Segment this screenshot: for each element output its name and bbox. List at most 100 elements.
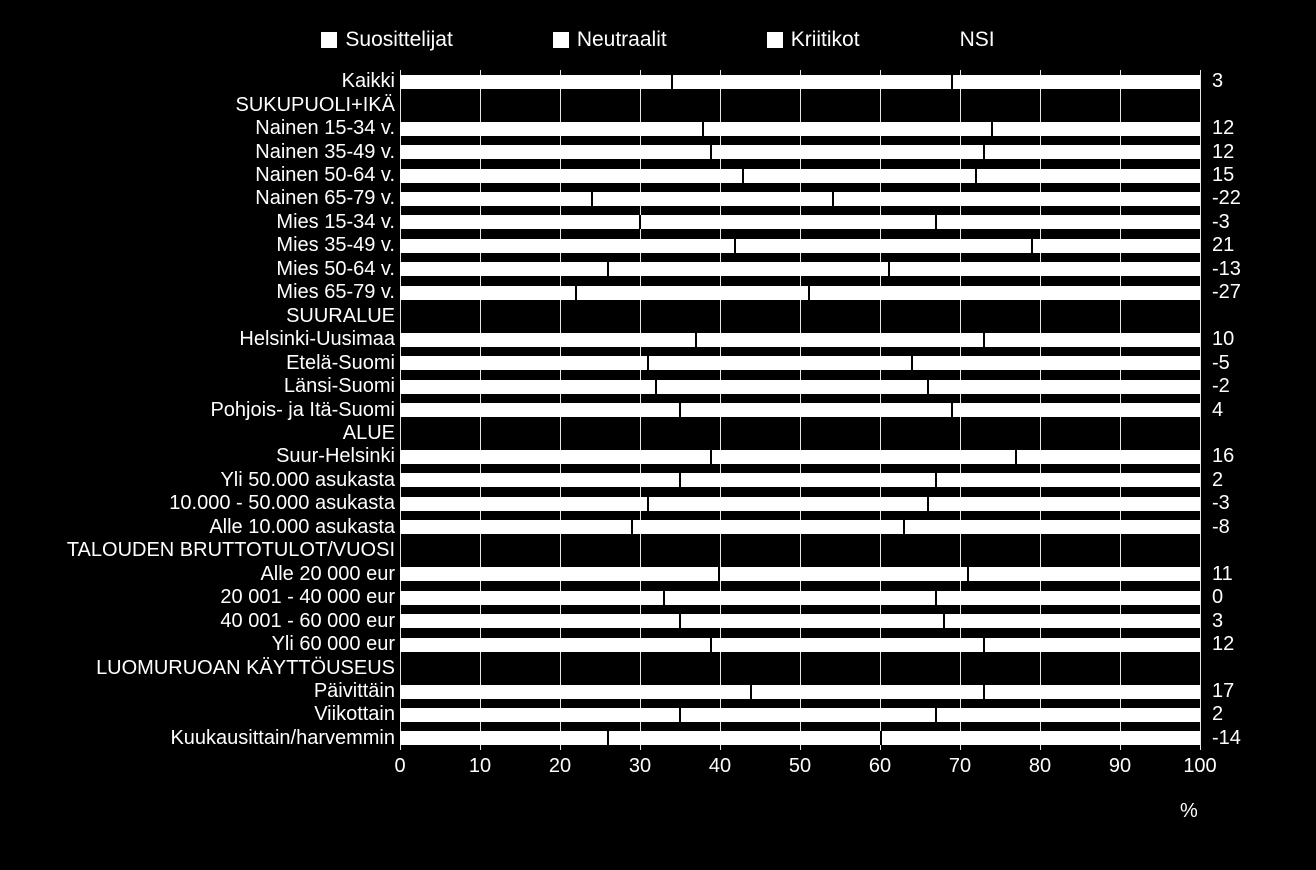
bar-track (400, 567, 1200, 581)
row-label: 20 001 - 40 000 eur (0, 586, 400, 609)
row-label: Pohjois- ja Itä-Suomi (0, 399, 400, 422)
row-label: Mies 65-79 v. (0, 281, 400, 304)
bar-segment (983, 333, 1200, 347)
nsi-value: -2 (1200, 375, 1292, 398)
section-header-row: LUOMURUOAN KÄYTTÖUSEUS (0, 656, 1316, 679)
bar-segment (935, 591, 1200, 605)
bar-segment (400, 685, 750, 699)
bar-segment (400, 520, 631, 534)
bar-segment (575, 286, 808, 300)
bar-segment (935, 708, 1200, 722)
bar-segment (710, 450, 1014, 464)
bar-segment (607, 731, 880, 745)
bar-segment (400, 262, 607, 276)
row-label: Suur-Helsinki (0, 445, 400, 468)
row-bar-area (400, 633, 1200, 656)
row-bar-area (400, 422, 1200, 445)
bar-segment (943, 614, 1200, 628)
bar-segment (647, 356, 912, 370)
bar-segment (710, 638, 983, 652)
data-row: Yli 60 000 eur12 (0, 633, 1316, 656)
row-bar-area (400, 609, 1200, 632)
nsi-value: 3 (1200, 610, 1292, 633)
row-bar-area (400, 492, 1200, 515)
nsi-value: -14 (1200, 727, 1292, 750)
x-tick-label: 80 (1029, 755, 1051, 778)
bar-track (400, 380, 1200, 394)
bar-segment (935, 473, 1200, 487)
data-row: Pohjois- ja Itä-Suomi 4 (0, 398, 1316, 421)
bar-track (400, 731, 1200, 745)
bar-track (400, 708, 1200, 722)
data-row: Alle 10.000 asukasta-8 (0, 516, 1316, 539)
nsi-value: 11 (1200, 563, 1292, 586)
data-row: Viikottain2 (0, 703, 1316, 726)
bar-segment (718, 567, 967, 581)
x-axis: 0102030405060708090100 (400, 755, 1200, 795)
section-header-row: ALUE (0, 422, 1316, 445)
row-label: Mies 35-49 v. (0, 234, 400, 257)
bar-segment (695, 333, 984, 347)
row-label: Nainen 15-34 v. (0, 117, 400, 140)
nsi-value: -3 (1200, 211, 1292, 234)
nsi-value: 16 (1200, 445, 1292, 468)
legend-swatch (553, 32, 569, 48)
x-tick-label: 0 (394, 755, 405, 778)
row-bar-area (400, 351, 1200, 374)
bar-segment (927, 380, 1200, 394)
bar-track (400, 169, 1200, 183)
bar-segment (400, 708, 679, 722)
row-label: ALUE (0, 422, 400, 445)
data-row: Nainen 15-34 v. 12 (0, 117, 1316, 140)
bar-segment (951, 75, 1200, 89)
nsi-value: 2 (1200, 469, 1292, 492)
row-bar-area (400, 398, 1200, 421)
nsi-value: 4 (1200, 399, 1292, 422)
bar-segment (750, 685, 983, 699)
bar-segment (400, 239, 734, 253)
bar-segment (631, 520, 904, 534)
data-row: Kaikki3 (0, 70, 1316, 93)
bar-segment (400, 638, 710, 652)
bar-track (400, 239, 1200, 253)
bar-segment (400, 192, 591, 206)
nsi-value: 10 (1200, 328, 1292, 351)
bar-segment (702, 122, 991, 136)
legend-item: Suosittelijat (321, 28, 452, 52)
row-label: Helsinki-Uusimaa (0, 328, 400, 351)
bar-track (400, 638, 1200, 652)
row-label: Mies 50-64 v. (0, 258, 400, 281)
bar-segment (935, 215, 1200, 229)
row-label: Mies 15-34 v. (0, 211, 400, 234)
x-tick-label: 70 (949, 755, 971, 778)
bar-segment (400, 473, 679, 487)
x-tick-label: 30 (629, 755, 651, 778)
bar-segment (911, 356, 1200, 370)
bar-segment (400, 169, 742, 183)
bar-segment (880, 731, 1200, 745)
nsi-value: 12 (1200, 117, 1292, 140)
data-row: Länsi-Suomi-2 (0, 375, 1316, 398)
bar-segment (400, 567, 718, 581)
bar-segment (400, 380, 655, 394)
bar-track (400, 333, 1200, 347)
nsi-value: -27 (1200, 281, 1292, 304)
data-row: 20 001 - 40 000 eur0 (0, 586, 1316, 609)
section-header-row: SUURALUE (0, 305, 1316, 328)
row-label: Yli 50.000 asukasta (0, 469, 400, 492)
row-bar-area (400, 305, 1200, 328)
row-bar-area (400, 516, 1200, 539)
data-row: Nainen 50-64 v.15 (0, 164, 1316, 187)
x-axis-unit: % (1180, 800, 1198, 823)
row-label: SUURALUE (0, 305, 400, 328)
data-row: Päivittäin17 (0, 680, 1316, 703)
row-label: Alle 20 000 eur (0, 563, 400, 586)
bar-segment (1031, 239, 1200, 253)
nsi-value: 12 (1200, 141, 1292, 164)
bar-track (400, 286, 1200, 300)
x-tick-label: 90 (1109, 755, 1131, 778)
bar-segment (400, 731, 607, 745)
bar-track (400, 450, 1200, 464)
row-bar-area (400, 375, 1200, 398)
nsi-value: 15 (1200, 164, 1292, 187)
